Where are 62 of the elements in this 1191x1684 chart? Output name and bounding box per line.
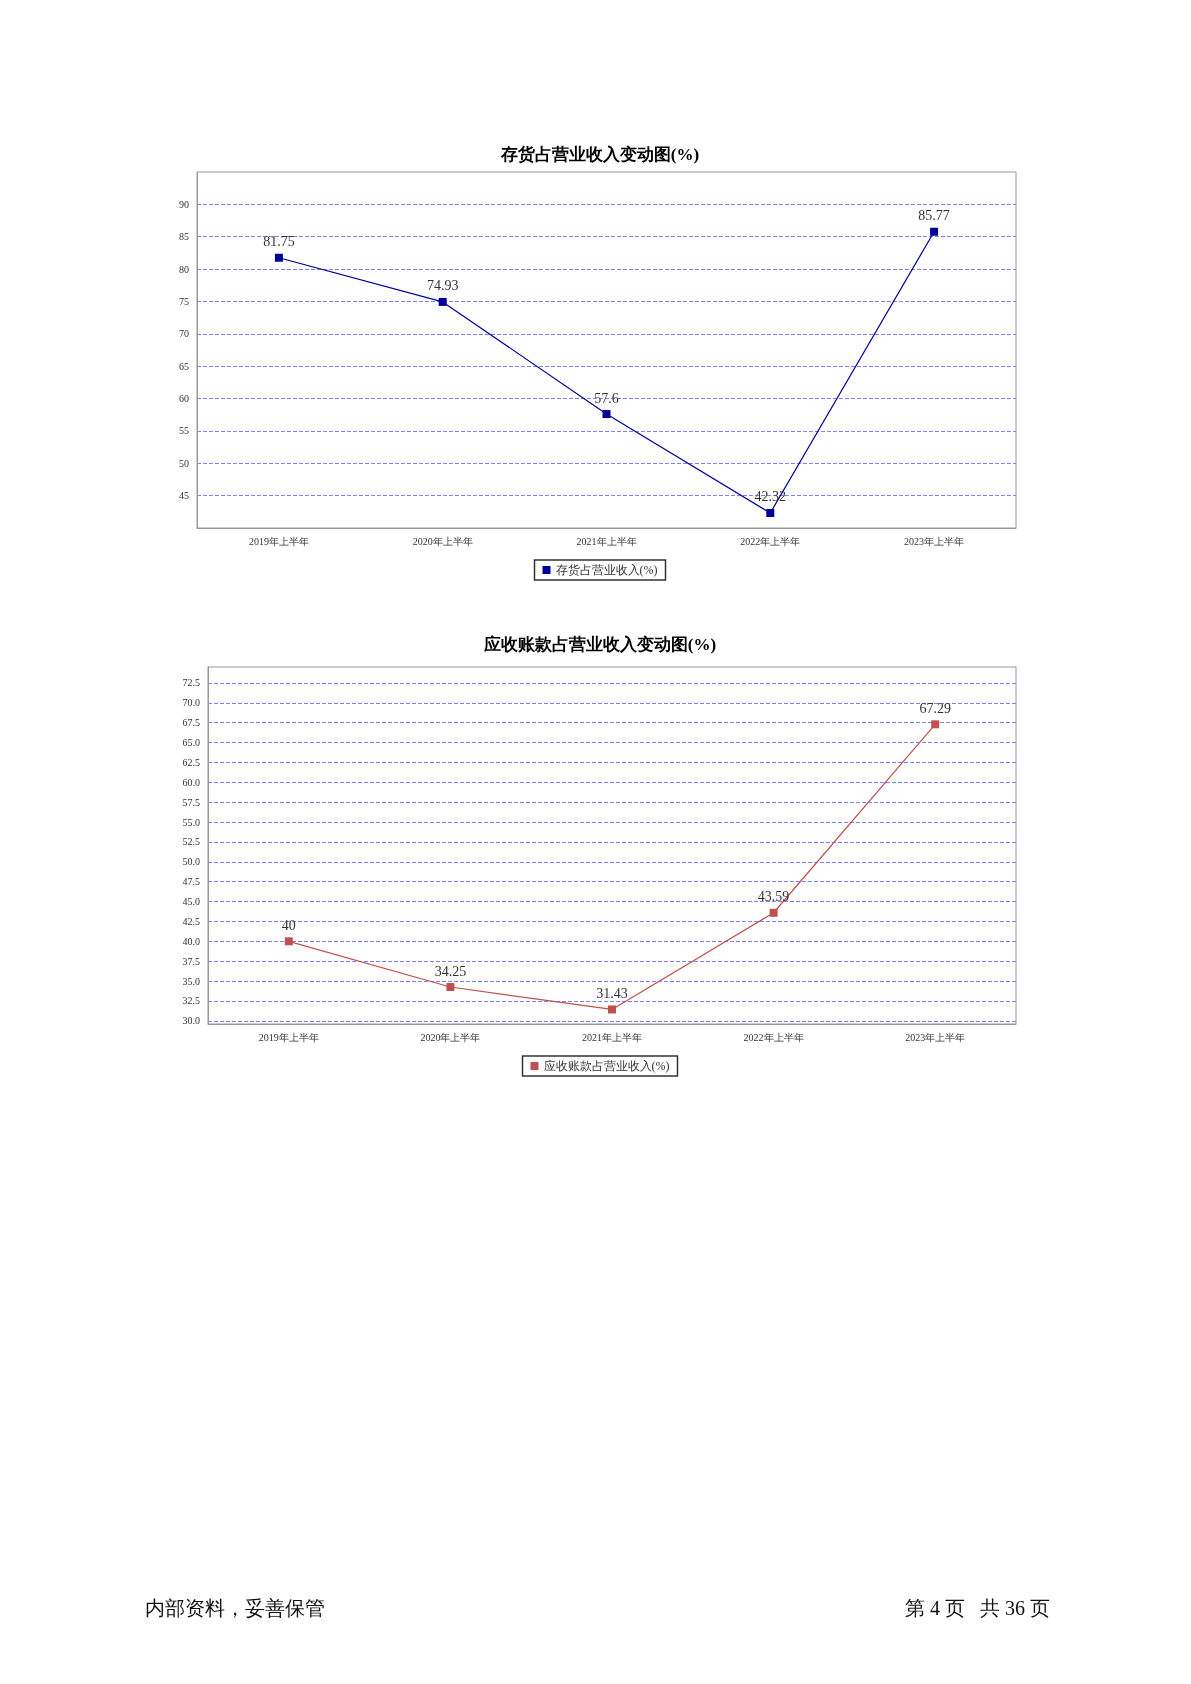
x-tick-label: 2019年上半年 bbox=[248, 535, 309, 547]
x-tick-label: 2023年上半年 bbox=[905, 1031, 966, 1043]
data-label: 74.93 bbox=[426, 278, 459, 294]
x-tick-label: 2021年上半年 bbox=[582, 1031, 642, 1043]
x-tick-label: 2022年上半年 bbox=[740, 535, 801, 547]
y-tick-label: 55 bbox=[179, 425, 189, 437]
x-tick-label: 2019年上半年 bbox=[258, 1031, 319, 1043]
chart-title: 应收账款占营业收入变动图(%) bbox=[482, 635, 717, 654]
legend-label: 存货占营业收入(%) bbox=[555, 563, 658, 577]
y-tick-label: 50.0 bbox=[182, 856, 200, 868]
data-label: 67.29 bbox=[919, 700, 951, 716]
x-tick-label: 2020年上半年 bbox=[420, 1031, 481, 1043]
x-tick-label: 2021年上半年 bbox=[576, 535, 637, 547]
y-tick-label: 37.5 bbox=[182, 955, 200, 967]
x-tick-label: 2022年上半年 bbox=[743, 1031, 804, 1043]
y-tick-label: 55.0 bbox=[182, 816, 200, 828]
y-tick-label: 75 bbox=[179, 295, 189, 307]
y-tick-label: 57.5 bbox=[182, 796, 200, 808]
y-tick-label: 72.5 bbox=[182, 677, 200, 689]
y-tick-label: 52.5 bbox=[182, 836, 200, 848]
point bbox=[438, 297, 447, 306]
legend-label: 应收账款占营业收入(%) bbox=[543, 1059, 670, 1073]
y-tick-label: 65.0 bbox=[182, 737, 200, 749]
data-label: 43.59 bbox=[757, 889, 790, 905]
point bbox=[766, 508, 775, 517]
y-tick-label: 62.5 bbox=[182, 756, 200, 768]
y-tick-label: 80 bbox=[179, 263, 189, 275]
y-tick-label: 70 bbox=[179, 328, 189, 340]
data-label: 85.77 bbox=[918, 208, 950, 224]
y-tick-label: 60.0 bbox=[182, 776, 200, 788]
y-tick-label: 50 bbox=[179, 457, 189, 469]
y-tick-label: 67.5 bbox=[182, 717, 200, 729]
y-tick-label: 32.5 bbox=[182, 995, 200, 1007]
data-label: 40 bbox=[281, 917, 296, 933]
y-tick-label: 47.5 bbox=[182, 876, 200, 888]
y-tick-label: 35.0 bbox=[182, 975, 200, 987]
data-label: 81.75 bbox=[263, 234, 295, 250]
point bbox=[274, 253, 283, 262]
point bbox=[930, 227, 939, 236]
y-tick-label: 65 bbox=[179, 360, 189, 372]
chart-title: 存货占营业收入变动图(%) bbox=[499, 145, 700, 164]
data-label: 31.43 bbox=[596, 985, 628, 1001]
point bbox=[931, 720, 940, 729]
x-tick-label: 2020年上半年 bbox=[412, 535, 473, 547]
point bbox=[284, 937, 293, 946]
data-label: 34.25 bbox=[434, 963, 467, 979]
text: 内部资料，妥善保管 bbox=[145, 1596, 325, 1621]
y-tick-label: 45.0 bbox=[182, 896, 200, 908]
y-tick-label: 45 bbox=[179, 490, 189, 502]
y-tick-label: 30.0 bbox=[182, 1015, 200, 1027]
y-tick-label: 60 bbox=[179, 393, 189, 405]
y-tick-label: 40.0 bbox=[182, 935, 200, 947]
point bbox=[608, 1005, 616, 1014]
y-tick-label: 70.0 bbox=[182, 697, 200, 709]
y-tick-label: 90 bbox=[179, 198, 189, 210]
point bbox=[446, 983, 455, 992]
text: 第 4 页 共 36 页 bbox=[905, 1596, 1050, 1621]
point bbox=[769, 908, 778, 917]
y-tick-label: 85 bbox=[179, 231, 189, 243]
y-tick-label: 42.5 bbox=[182, 915, 200, 927]
x-tick-label: 2023年上半年 bbox=[904, 535, 965, 547]
point bbox=[602, 410, 611, 419]
